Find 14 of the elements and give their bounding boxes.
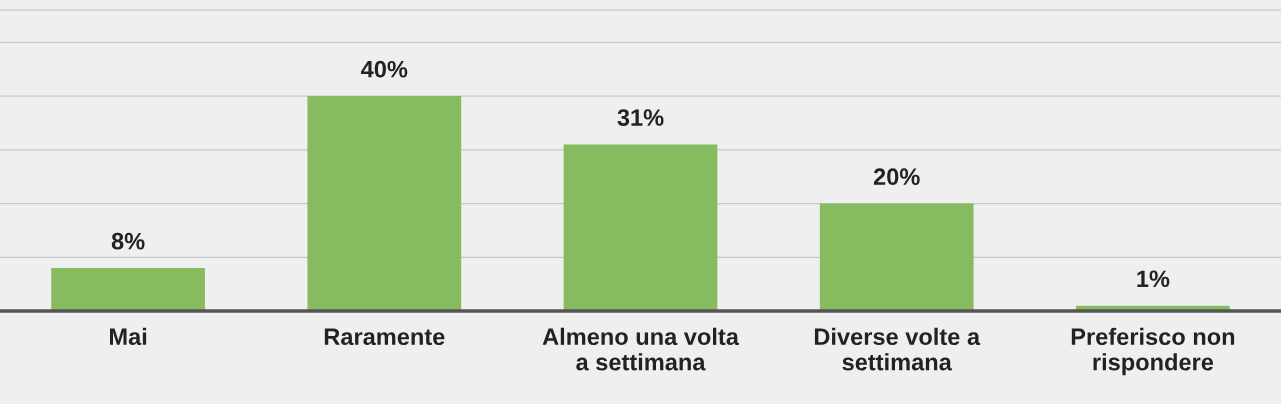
bar [563,144,718,312]
data-label: 1% [1137,270,1170,288]
data-label: 40% [361,60,408,78]
x-tick-label: Preferisco non rispondere [1071,327,1235,376]
x-tick-label: Raramente [324,328,445,346]
data-label: 8% [111,232,145,250]
x-tick-label: Almeno una volta a settimana [542,327,740,371]
bar [819,203,974,312]
data-label: 31% [617,109,664,126]
data-label: 20% [873,168,920,186]
bar [51,268,205,312]
bar [307,96,462,312]
x-tick-label: Mai [110,327,147,346]
x-tick-label: Diverse volte a settimana [814,327,981,371]
